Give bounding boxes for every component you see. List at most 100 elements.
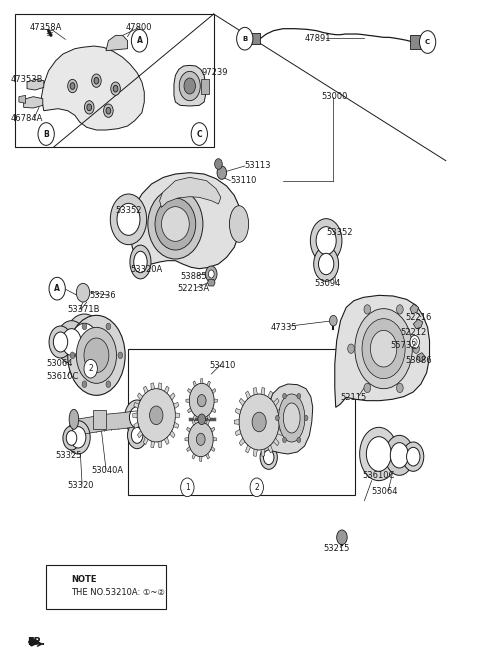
- Text: 53000: 53000: [322, 92, 348, 101]
- Polygon shape: [214, 399, 217, 402]
- Polygon shape: [200, 457, 202, 462]
- Circle shape: [82, 381, 87, 387]
- Ellipse shape: [66, 431, 77, 446]
- Text: A: A: [54, 284, 60, 293]
- Ellipse shape: [148, 189, 203, 259]
- Circle shape: [150, 406, 163, 425]
- Circle shape: [82, 323, 87, 330]
- Polygon shape: [137, 431, 143, 438]
- Circle shape: [84, 338, 109, 373]
- Circle shape: [94, 77, 99, 84]
- Polygon shape: [75, 410, 156, 436]
- Polygon shape: [413, 319, 423, 329]
- Ellipse shape: [407, 448, 420, 466]
- Ellipse shape: [132, 428, 143, 444]
- Ellipse shape: [278, 394, 305, 442]
- Polygon shape: [235, 430, 241, 436]
- Polygon shape: [211, 427, 215, 432]
- Text: 53320A: 53320A: [130, 265, 162, 274]
- Polygon shape: [206, 454, 209, 459]
- Circle shape: [283, 393, 287, 399]
- Circle shape: [208, 270, 214, 278]
- Ellipse shape: [319, 253, 334, 275]
- Text: 53064: 53064: [46, 359, 72, 368]
- Polygon shape: [187, 446, 191, 452]
- Circle shape: [217, 166, 227, 179]
- Circle shape: [348, 344, 354, 353]
- Polygon shape: [234, 420, 239, 424]
- Text: 1: 1: [185, 483, 190, 492]
- Circle shape: [137, 389, 175, 442]
- Ellipse shape: [264, 450, 274, 465]
- Circle shape: [304, 415, 308, 421]
- Polygon shape: [235, 408, 241, 415]
- Polygon shape: [159, 177, 221, 207]
- Polygon shape: [213, 438, 216, 441]
- Polygon shape: [200, 418, 202, 422]
- Polygon shape: [134, 402, 139, 408]
- Circle shape: [104, 104, 113, 118]
- Text: 46784A: 46784A: [10, 114, 43, 122]
- Text: 52115: 52115: [340, 393, 367, 402]
- Circle shape: [364, 305, 371, 314]
- Text: FR.: FR.: [27, 637, 45, 647]
- Ellipse shape: [155, 198, 196, 250]
- Text: 53320: 53320: [68, 481, 94, 490]
- Text: 53086: 53086: [405, 356, 432, 365]
- Circle shape: [68, 79, 77, 93]
- Circle shape: [196, 434, 205, 446]
- Ellipse shape: [49, 326, 72, 358]
- Text: 53064: 53064: [372, 488, 398, 496]
- Text: 47891: 47891: [305, 33, 331, 43]
- Text: 53094: 53094: [314, 279, 340, 288]
- Ellipse shape: [390, 443, 408, 468]
- Bar: [46, 565, 166, 609]
- Polygon shape: [188, 389, 192, 393]
- Ellipse shape: [56, 321, 87, 363]
- Ellipse shape: [316, 226, 336, 255]
- Polygon shape: [27, 79, 44, 90]
- Polygon shape: [151, 383, 155, 389]
- Bar: [410, 35, 423, 49]
- Ellipse shape: [130, 245, 151, 279]
- Polygon shape: [253, 387, 257, 395]
- Text: 52213A: 52213A: [178, 284, 210, 293]
- Ellipse shape: [130, 407, 145, 428]
- Circle shape: [70, 352, 75, 359]
- Bar: [93, 410, 106, 429]
- Circle shape: [111, 82, 120, 96]
- Polygon shape: [206, 420, 209, 425]
- Text: 53352: 53352: [116, 206, 142, 215]
- Text: 53371B: 53371B: [68, 305, 100, 314]
- Polygon shape: [268, 391, 273, 399]
- Ellipse shape: [314, 246, 338, 281]
- Circle shape: [106, 381, 111, 387]
- Polygon shape: [19, 96, 25, 104]
- Text: 47353B: 47353B: [10, 75, 43, 84]
- Polygon shape: [335, 295, 430, 407]
- Polygon shape: [175, 413, 180, 418]
- Ellipse shape: [360, 428, 398, 481]
- Circle shape: [92, 74, 101, 88]
- Polygon shape: [24, 97, 43, 108]
- Polygon shape: [192, 454, 195, 459]
- Polygon shape: [268, 384, 313, 454]
- Ellipse shape: [71, 427, 86, 448]
- Polygon shape: [133, 413, 137, 418]
- Polygon shape: [193, 381, 196, 387]
- Circle shape: [113, 86, 118, 92]
- Text: C: C: [196, 130, 202, 138]
- Circle shape: [396, 383, 403, 393]
- Polygon shape: [130, 173, 241, 269]
- Ellipse shape: [71, 323, 98, 361]
- Polygon shape: [193, 415, 196, 420]
- Text: 47800: 47800: [125, 23, 152, 32]
- Ellipse shape: [117, 203, 140, 235]
- Polygon shape: [261, 449, 265, 456]
- Ellipse shape: [229, 206, 249, 242]
- Circle shape: [84, 359, 97, 378]
- Circle shape: [237, 27, 253, 50]
- Text: B: B: [43, 130, 49, 138]
- Polygon shape: [174, 65, 205, 106]
- Polygon shape: [246, 445, 251, 453]
